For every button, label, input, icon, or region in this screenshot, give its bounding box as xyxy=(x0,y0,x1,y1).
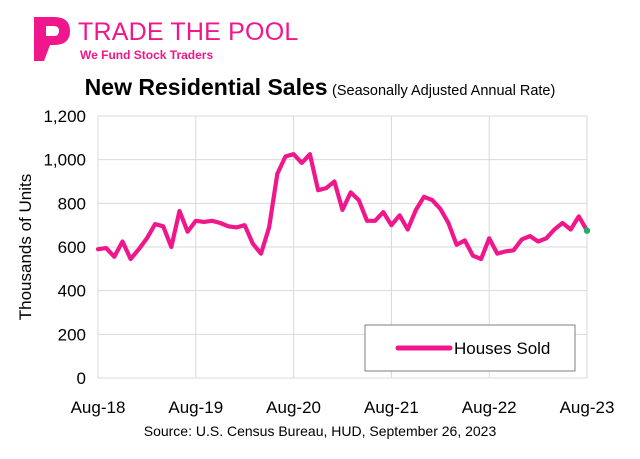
data-point xyxy=(161,224,165,228)
chart-subtitle: (Seasonally Adjusted Annual Rate) xyxy=(332,83,556,99)
data-point xyxy=(577,214,581,219)
data-point xyxy=(153,222,157,226)
x-tick-label: Aug-21 xyxy=(364,398,419,417)
data-point xyxy=(446,221,451,225)
x-tick-label: Aug-19 xyxy=(168,398,223,417)
data-point xyxy=(120,239,125,244)
data-point xyxy=(552,227,557,232)
data-point xyxy=(381,210,385,214)
data-point xyxy=(340,208,345,212)
data-point xyxy=(96,247,100,251)
y-tick-label: 600 xyxy=(58,238,86,257)
data-point xyxy=(560,221,565,225)
data-point xyxy=(251,242,255,246)
data-point xyxy=(226,224,230,228)
data-point xyxy=(463,238,467,243)
y-tick-label: 1,000 xyxy=(43,151,86,170)
data-point xyxy=(487,236,491,240)
data-point xyxy=(397,213,402,217)
data-point xyxy=(177,209,182,213)
chart-title-main: New Residential Sales xyxy=(84,74,328,100)
data-point xyxy=(414,208,418,212)
data-point xyxy=(169,245,173,249)
data-point xyxy=(389,223,393,227)
data-point xyxy=(349,190,353,195)
data-point xyxy=(512,248,516,252)
data-point xyxy=(544,236,548,240)
data-point xyxy=(104,246,108,250)
data-point xyxy=(308,152,312,156)
data-point xyxy=(259,251,263,256)
data-point xyxy=(471,254,475,258)
series-line-houses-sold xyxy=(95,152,590,262)
y-tick-label: 200 xyxy=(58,325,86,344)
data-point xyxy=(479,257,483,261)
y-axis-title: Thousands of Units xyxy=(16,174,35,320)
data-point xyxy=(234,225,239,229)
x-tick-label: Aug-18 xyxy=(71,398,126,417)
data-point xyxy=(455,243,459,247)
data-point xyxy=(438,207,442,211)
data-point xyxy=(194,219,198,223)
x-tick-label: Aug-22 xyxy=(462,398,517,417)
data-point xyxy=(300,161,304,165)
data-point xyxy=(495,251,499,256)
data-point xyxy=(292,152,296,156)
data-point xyxy=(520,237,524,241)
data-point xyxy=(528,234,532,238)
data-point xyxy=(422,195,426,199)
brand-logo-icon xyxy=(34,17,70,61)
x-tick-label: Aug-23 xyxy=(560,398,615,417)
brand-tagline: We Fund Stock Traders xyxy=(80,48,214,62)
data-point xyxy=(283,154,288,158)
data-point xyxy=(324,186,328,190)
data-point xyxy=(210,219,214,223)
data-point xyxy=(332,179,336,184)
y-tick-label: 0 xyxy=(77,369,86,388)
x-tick-label: Aug-20 xyxy=(266,398,321,417)
data-point xyxy=(186,230,190,234)
data-point xyxy=(569,227,573,232)
data-point xyxy=(218,221,222,225)
brand-header: TRADE THE POOL We Fund Stock Traders xyxy=(30,14,298,66)
last-data-point-marker xyxy=(583,227,591,234)
data-point xyxy=(112,255,116,259)
data-point xyxy=(316,188,320,192)
data-point xyxy=(129,257,133,261)
brand-name: TRADE THE POOL xyxy=(78,18,299,46)
data-point xyxy=(267,225,271,229)
legend-label: Houses Sold xyxy=(454,339,550,358)
data-point xyxy=(357,198,361,202)
data-point xyxy=(137,247,141,251)
data-point xyxy=(202,220,206,224)
source-note: Source: U.S. Census Bureau, HUD, Septemb… xyxy=(143,423,497,439)
y-tick-label: 1,200 xyxy=(43,107,86,126)
data-point xyxy=(536,239,540,244)
y-tick-label: 800 xyxy=(58,194,86,213)
data-point xyxy=(243,223,247,227)
data-point xyxy=(430,198,434,202)
data-point xyxy=(373,219,377,223)
data-point xyxy=(275,172,279,176)
data-point xyxy=(503,249,508,253)
y-tick-label: 400 xyxy=(58,282,86,301)
data-point xyxy=(365,219,369,223)
data-point xyxy=(406,227,410,232)
chart-title: New Residential Sales (Seasonally Adjust… xyxy=(0,74,640,101)
data-point xyxy=(145,236,149,240)
